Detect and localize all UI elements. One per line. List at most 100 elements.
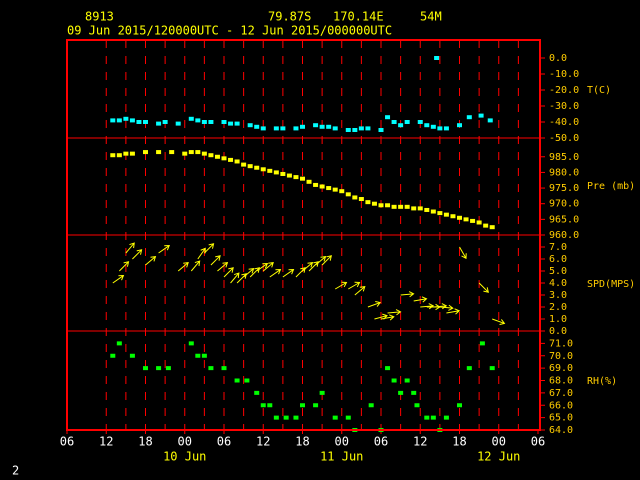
wind-arrow	[439, 304, 454, 311]
y-tick-label: 5.0	[549, 266, 567, 277]
data-point	[411, 390, 417, 395]
data-point	[443, 415, 449, 420]
data-point	[116, 153, 122, 158]
data-point	[110, 118, 116, 123]
longitude: 170.14E	[333, 10, 384, 24]
wind-arrow	[492, 318, 506, 326]
data-point	[201, 120, 207, 124]
data-point	[260, 167, 266, 172]
axis-label: RH(%)	[587, 376, 617, 387]
data-point	[437, 126, 443, 131]
wind-arrow	[118, 261, 130, 272]
data-point	[430, 209, 436, 214]
x-tick-label: 00	[335, 435, 349, 449]
data-point	[188, 150, 194, 155]
y-tick-label: 66.0	[549, 400, 573, 411]
data-point	[345, 415, 351, 420]
wind-arrow	[282, 269, 295, 278]
data-point	[156, 121, 162, 126]
data-point	[156, 150, 162, 155]
data-point	[129, 118, 135, 123]
data-point	[411, 206, 417, 211]
data-point	[398, 123, 404, 128]
wind-arrow	[269, 269, 282, 278]
data-point	[345, 192, 351, 197]
data-point	[214, 154, 220, 159]
data-point	[404, 378, 410, 383]
y-tick-label: 65.0	[549, 413, 573, 424]
data-point	[188, 341, 194, 346]
y-tick-label: 970.0	[549, 199, 579, 210]
data-point	[283, 415, 289, 420]
data-point	[437, 211, 443, 216]
y-tick-label: 980.0	[549, 167, 579, 178]
x-tick-label: 18	[295, 435, 309, 449]
y-tick-label: 965.0	[549, 214, 579, 225]
x-tick-label: 06	[60, 435, 74, 449]
data-point	[280, 126, 286, 131]
data-point	[247, 164, 253, 169]
y-tick-label: 960.0	[549, 230, 579, 241]
data-point	[313, 182, 319, 187]
data-point	[352, 195, 358, 200]
data-point	[110, 153, 116, 158]
data-point	[201, 151, 207, 156]
data-point	[195, 150, 201, 155]
wind-arrow	[308, 261, 319, 272]
data-point	[470, 218, 476, 223]
data-point	[466, 366, 472, 371]
x-tick-label: 12	[413, 435, 427, 449]
data-point	[143, 150, 148, 155]
data-point	[201, 353, 207, 358]
x-tick-label: 06	[217, 435, 231, 449]
data-point	[417, 206, 423, 211]
data-point	[116, 341, 122, 346]
wind-arrow	[230, 272, 240, 284]
data-point	[254, 165, 260, 170]
data-point	[404, 204, 410, 209]
data-point	[221, 156, 227, 161]
data-point	[385, 203, 391, 208]
wind-arrow	[367, 300, 382, 308]
wind-arrow	[217, 262, 229, 272]
wind-arrow	[158, 245, 170, 254]
data-point	[169, 150, 175, 155]
data-point	[371, 201, 377, 206]
axis-label: T(C)	[587, 85, 611, 96]
data-point	[228, 157, 234, 162]
data-point	[182, 151, 188, 156]
wind-arrow	[112, 275, 125, 284]
data-point	[424, 415, 430, 420]
data-point	[234, 159, 240, 164]
data-point	[430, 124, 436, 129]
x-tick-label: 12	[99, 435, 113, 449]
data-point	[424, 207, 430, 212]
wind-arrow	[387, 309, 402, 316]
data-point	[358, 126, 364, 131]
data-point	[175, 121, 181, 126]
wind-arrow	[354, 286, 366, 296]
data-point	[162, 120, 168, 124]
data-point	[260, 126, 266, 131]
data-point	[221, 120, 227, 124]
y-tick-label: 69.0	[549, 363, 573, 374]
data-point	[273, 126, 279, 131]
wind-arrow	[334, 281, 348, 290]
data-point	[319, 390, 325, 395]
day-label: 10 Jun	[163, 450, 206, 464]
wind-arrow	[321, 255, 332, 266]
axis-label: Pre (mb)	[587, 181, 635, 192]
data-point	[457, 403, 462, 408]
data-point	[385, 115, 391, 120]
data-point	[188, 116, 194, 121]
data-point	[129, 151, 135, 156]
data-point	[398, 204, 404, 209]
elevation: 54M	[420, 10, 442, 24]
y-tick-label: 64.0	[549, 425, 573, 436]
data-point	[267, 403, 273, 408]
data-point	[339, 189, 345, 194]
y-tick-label: 0.0	[549, 326, 567, 337]
data-point	[358, 197, 364, 202]
data-point	[326, 186, 332, 191]
wind-arrow	[400, 291, 415, 298]
